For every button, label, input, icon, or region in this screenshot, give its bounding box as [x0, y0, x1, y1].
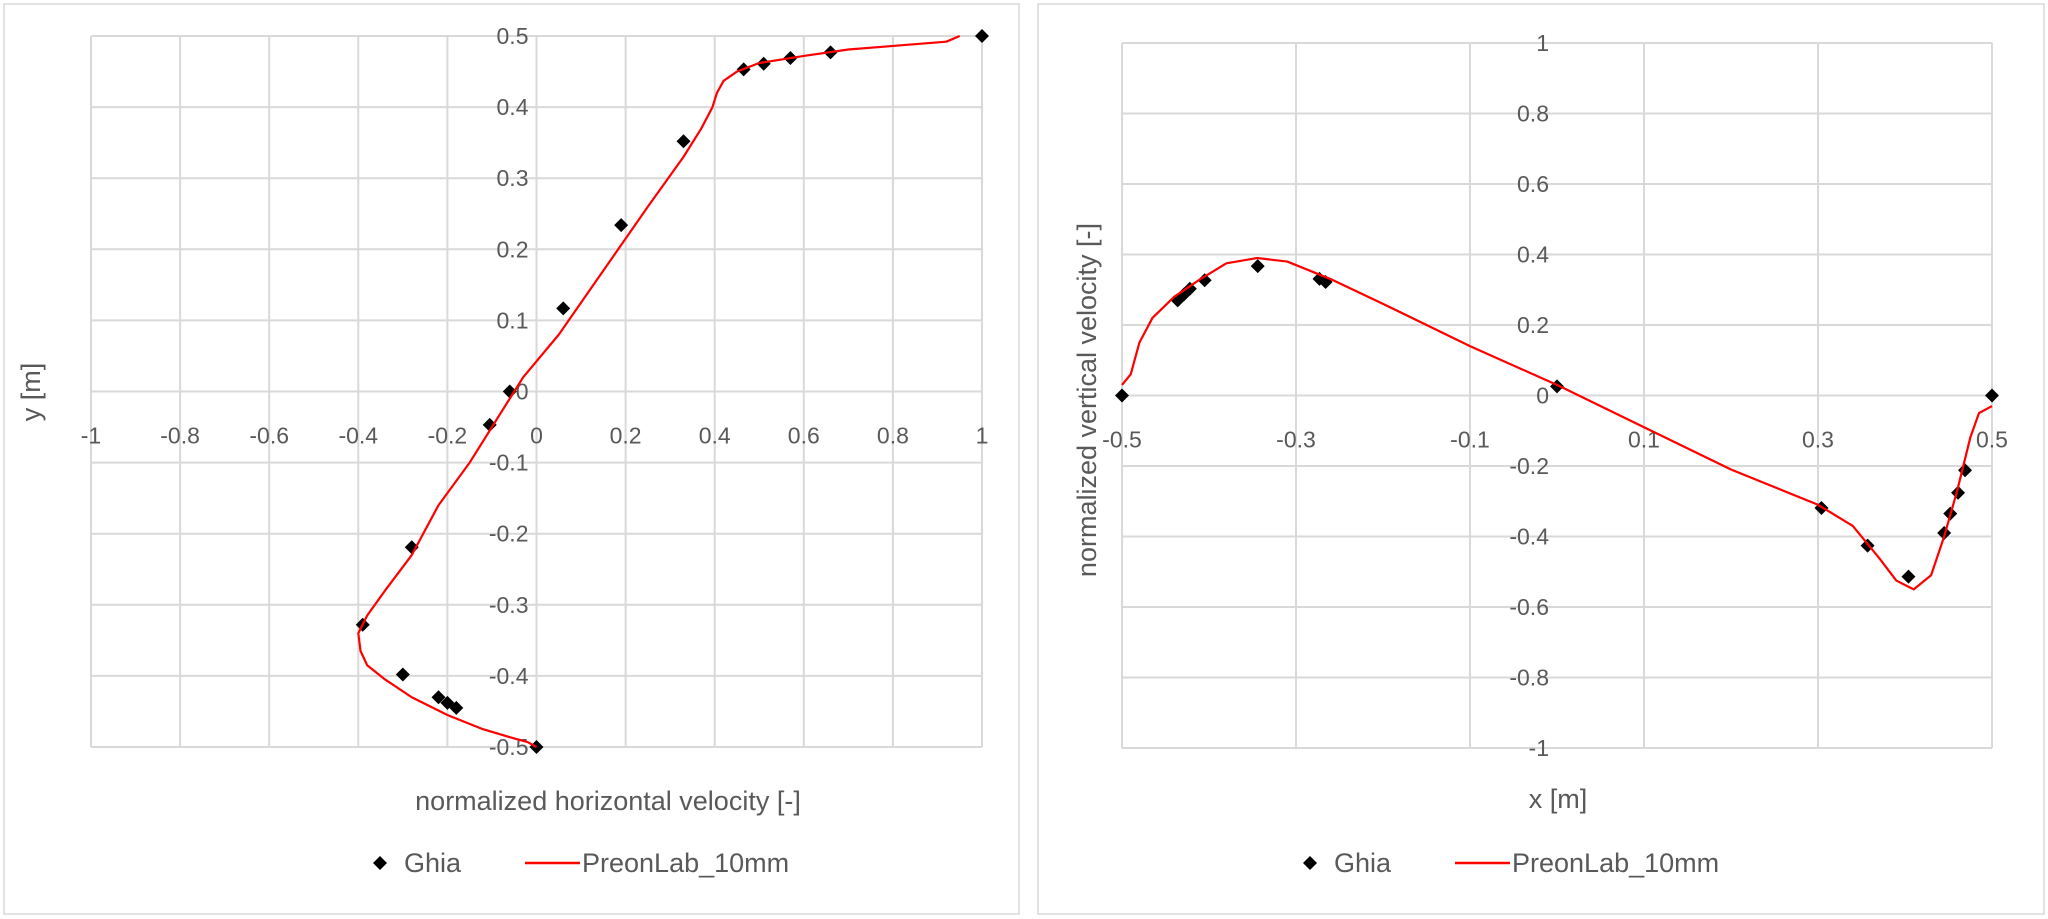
y-tick-label: 0	[516, 379, 529, 405]
chart-1: -1 -0.8 -0.6 -0.4 -0.2 0 0.2 0.4 0.6 0.8 1 -0.5 -0.4…	[3, 3, 1020, 915]
data-point-ghia	[395, 667, 410, 682]
y-tick-label: 0.5	[497, 23, 529, 49]
legend-label-ghia: Ghia	[1334, 848, 1392, 878]
y-tick-label: 0.3	[497, 165, 529, 191]
data-point-ghia	[502, 384, 517, 399]
y-tick-label: -0.2	[1509, 453, 1549, 479]
x-tick-label: 0.1	[1628, 427, 1660, 453]
chart-frame	[1037, 3, 2045, 915]
y-tick-label: -0.8	[1509, 665, 1549, 691]
legend: Ghia PreonLab_10mm	[373, 848, 789, 878]
x-tick-label: -0.4	[338, 423, 378, 449]
chart-frame	[3, 3, 1020, 915]
legend: Ghia PreonLab_10mm	[1303, 848, 1719, 878]
x-tick-label: -0.3	[1276, 427, 1316, 453]
y-tick-label: 0.2	[1517, 312, 1549, 338]
x-tick-label: -0.1	[1450, 427, 1490, 453]
data-point-ghia	[556, 301, 571, 316]
y-tick-label: -0.4	[489, 663, 529, 689]
x-tick-label: 0.2	[610, 423, 642, 449]
x-tick-label: -0.8	[160, 423, 200, 449]
chart-2: -0.5 -0.3 -0.1 0.1 0.3 0.5 -1 -0.8 -0.6 -0.4 -0.2 0…	[1037, 3, 2045, 915]
y-tick-label: -0.2	[489, 521, 529, 547]
data-point-ghia	[756, 56, 771, 71]
x-tick-label: 0	[530, 423, 543, 449]
x-tick-label: -0.5	[1102, 427, 1142, 453]
legend-label-preonlab: PreonLab_10mm	[582, 848, 789, 878]
x-tick-label: 0.4	[699, 423, 731, 449]
data-point-ghia	[1115, 388, 1129, 403]
data-point-ghia	[431, 690, 446, 705]
y-axis-label: normalized vertical velocity [-]	[1072, 223, 1102, 577]
y-tick-label: 0.6	[1517, 171, 1549, 197]
y-tick-label: -0.1	[489, 450, 529, 476]
data-point-ghia	[449, 700, 464, 715]
x-tick-label: 1	[976, 423, 989, 449]
x-tick-label: 0.6	[788, 423, 820, 449]
y-tick-label: 0.2	[497, 236, 529, 262]
y-tick-label: 1	[1536, 30, 1549, 56]
x-tick-label: -1	[81, 423, 101, 449]
legend-label-preonlab: PreonLab_10mm	[1512, 848, 1719, 878]
x-tick-label: -0.2	[428, 423, 468, 449]
x-axis-label: normalized horizontal velocity [-]	[415, 786, 801, 816]
data-point-ghia	[1901, 569, 1916, 584]
y-tick-label: 0.4	[1517, 242, 1549, 268]
y-tick-label: -1	[1529, 735, 1549, 761]
y-tick-label: 0.8	[1517, 101, 1549, 127]
legend-marker-ghia	[1303, 856, 1317, 870]
y-tick-label: -0.4	[1509, 524, 1549, 550]
data-point-ghia	[1250, 259, 1265, 274]
legend-marker-ghia	[373, 856, 387, 870]
y-axis-label: y [m]	[16, 363, 46, 422]
data-point-ghia	[1182, 281, 1197, 296]
data-point-ghia	[1197, 273, 1212, 288]
x-tick-label: 0.5	[1976, 427, 2008, 453]
data-point-ghia	[1985, 388, 1999, 403]
y-tick-label: -0.5	[489, 734, 529, 760]
x-tick-label: 0.3	[1802, 427, 1834, 453]
data-point-ghia	[975, 29, 989, 43]
series-line-preonlab	[357, 34, 961, 748]
y-tick-label: 0	[1536, 383, 1549, 409]
x-axis-label: x [m]	[1529, 784, 1588, 814]
x-tick-label: -0.6	[249, 423, 289, 449]
x-tick-label: 0.8	[877, 423, 909, 449]
y-tick-label: -0.6	[1509, 594, 1549, 620]
series-line-preonlab	[1121, 256, 1993, 591]
data-point-ghia	[614, 218, 629, 233]
data-point-ghia	[676, 134, 691, 149]
legend-label-ghia: Ghia	[404, 848, 462, 878]
y-tick-label: 0.1	[497, 307, 529, 333]
y-tick-label: -0.3	[489, 592, 529, 618]
data-point-ghia	[482, 417, 497, 432]
y-tick-label: 0.4	[497, 94, 529, 120]
